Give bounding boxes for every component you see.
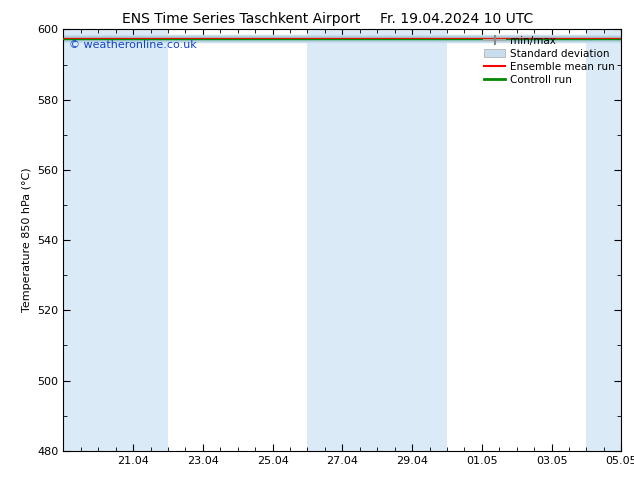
Bar bbox=[307, 29, 377, 451]
Y-axis label: Temperature 850 hPa (°C): Temperature 850 hPa (°C) bbox=[22, 168, 32, 313]
Bar bbox=[377, 29, 447, 451]
Text: © weatheronline.co.uk: © weatheronline.co.uk bbox=[69, 40, 197, 50]
Bar bbox=[586, 29, 621, 451]
Text: ENS Time Series Taschkent Airport: ENS Time Series Taschkent Airport bbox=[122, 12, 360, 26]
Text: Fr. 19.04.2024 10 UTC: Fr. 19.04.2024 10 UTC bbox=[380, 12, 533, 26]
Bar bbox=[63, 29, 168, 451]
Legend: min/max, Standard deviation, Ensemble mean run, Controll run: min/max, Standard deviation, Ensemble me… bbox=[480, 31, 619, 89]
